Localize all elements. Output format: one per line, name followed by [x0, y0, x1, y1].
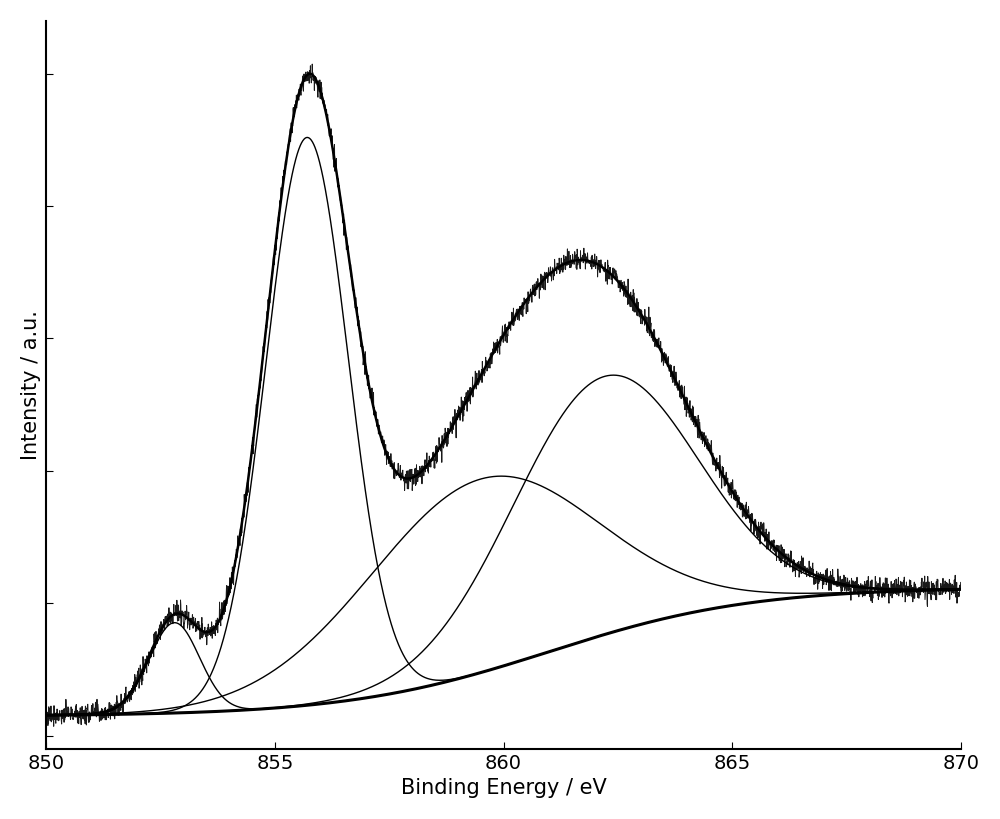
Y-axis label: Intensity / a.u.: Intensity / a.u. [21, 310, 41, 459]
X-axis label: Binding Energy / eV: Binding Energy / eV [401, 778, 606, 799]
